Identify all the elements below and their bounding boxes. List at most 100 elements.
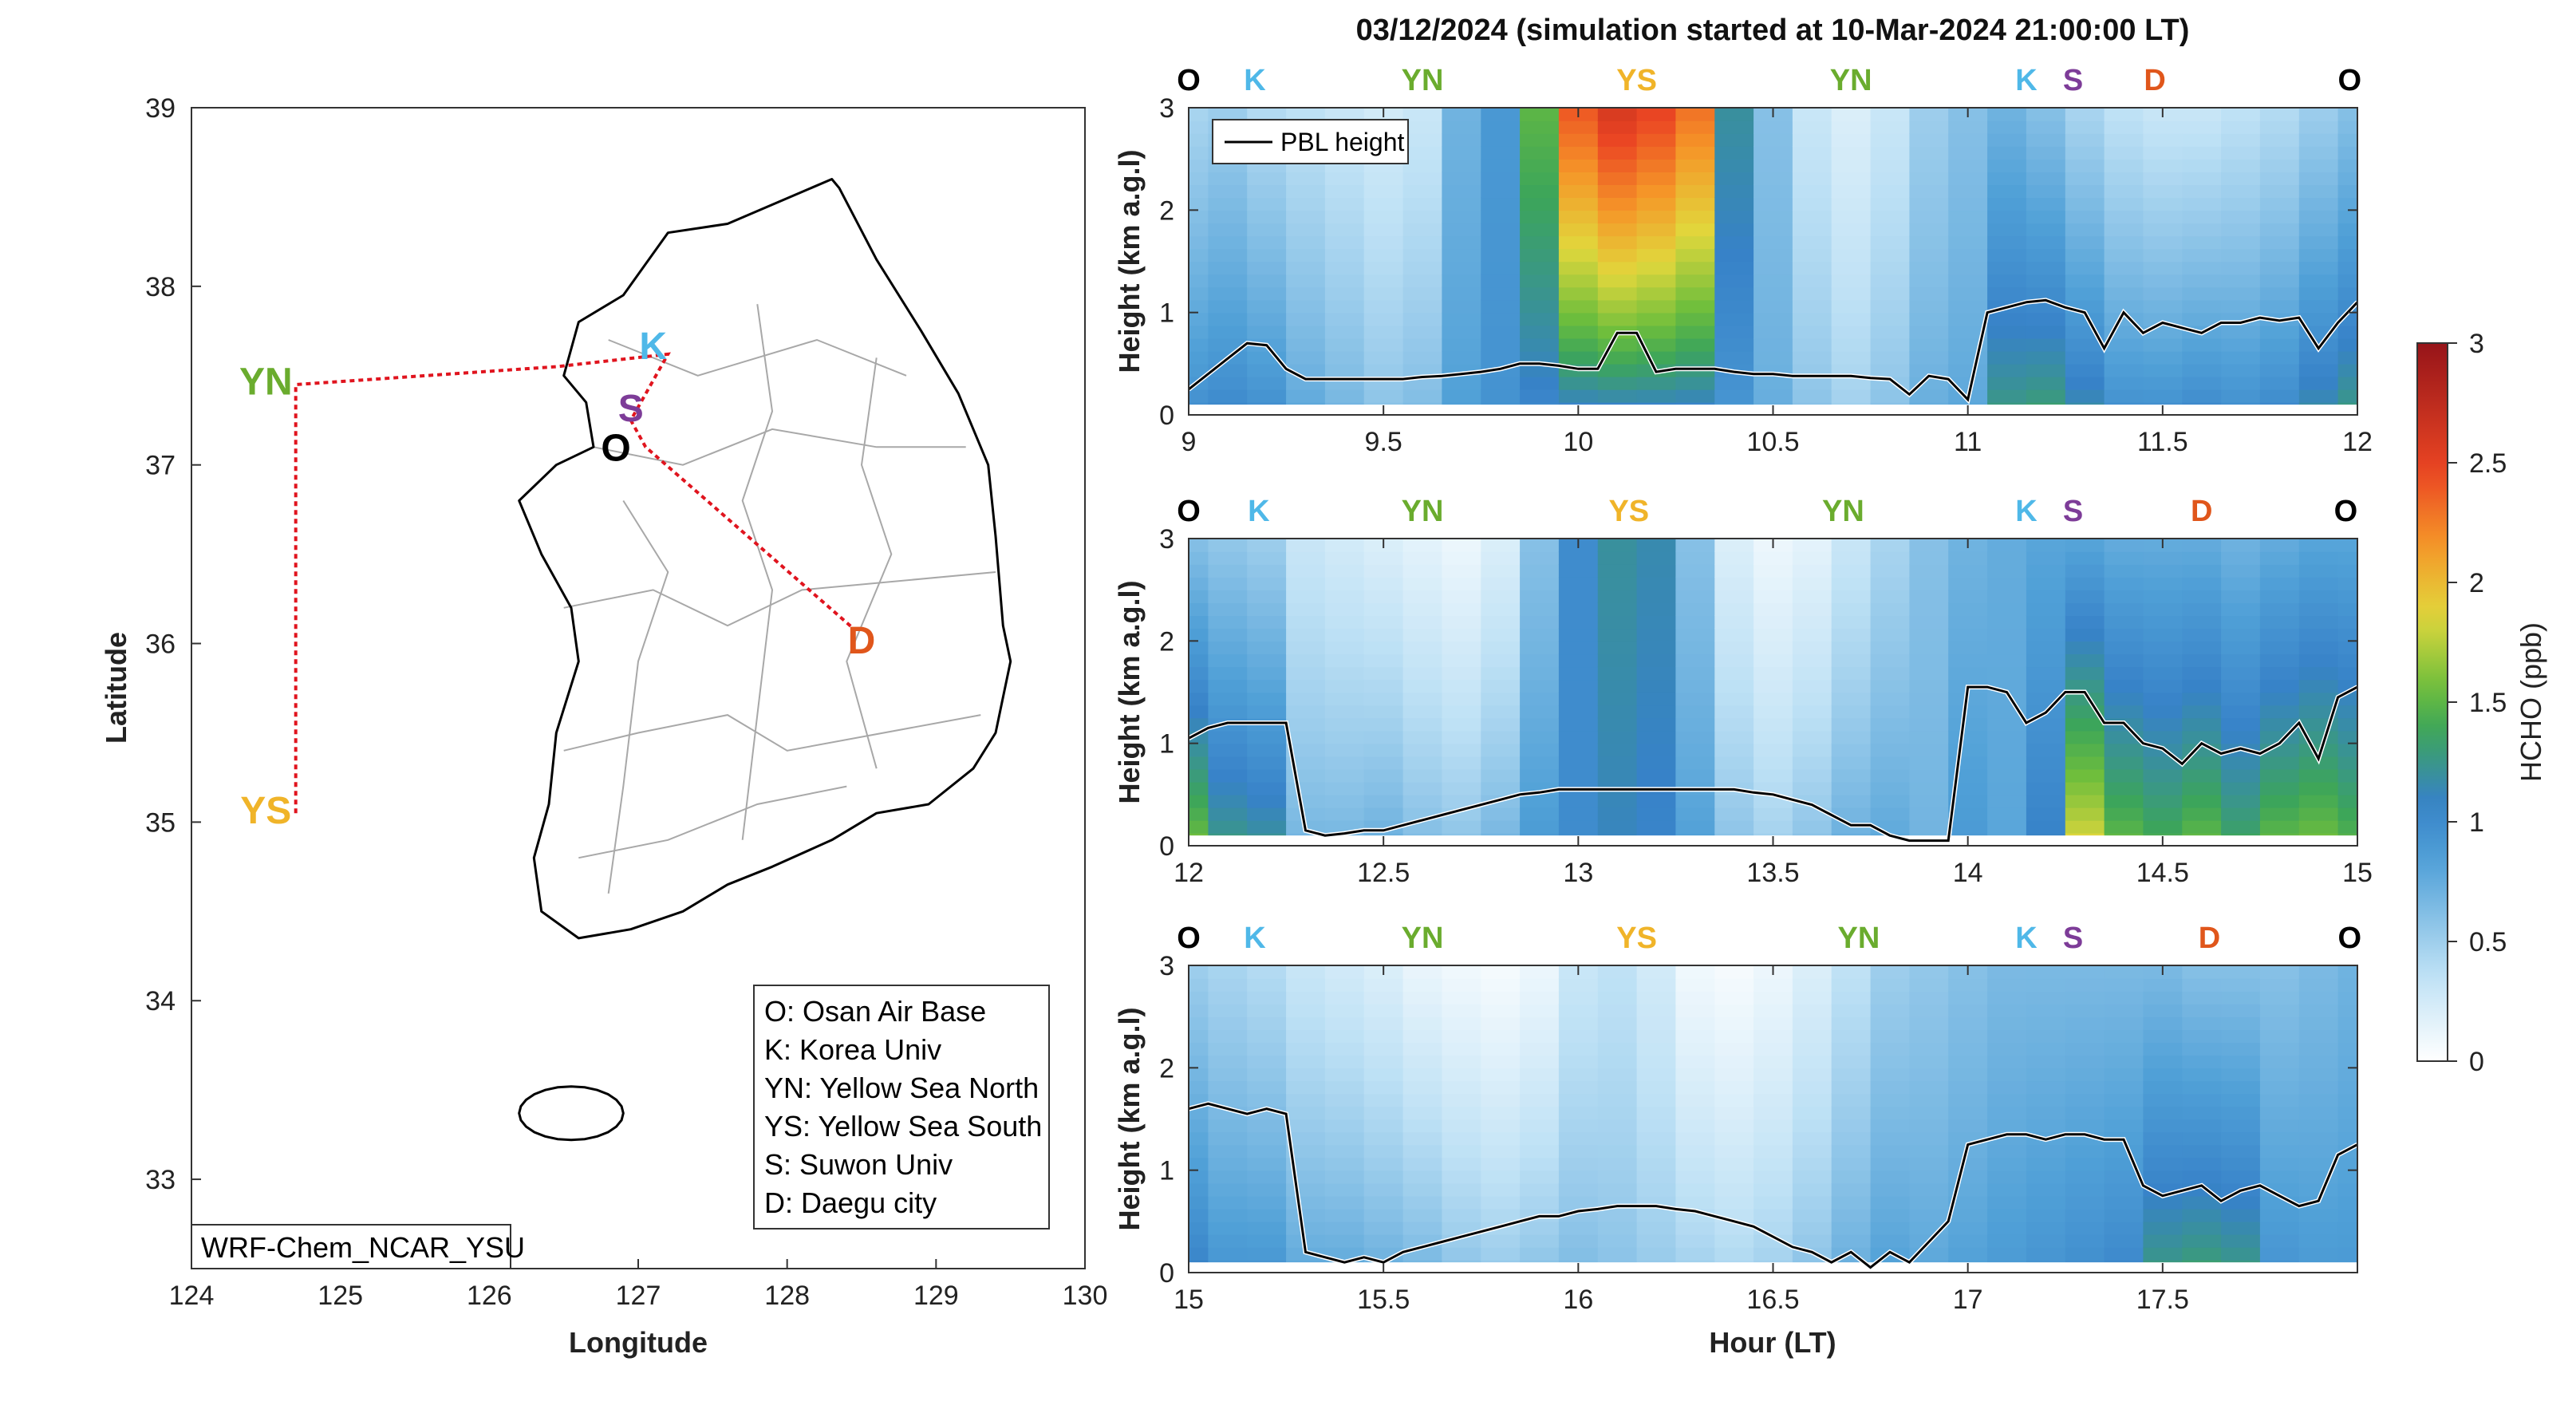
hcho-cell <box>2259 1208 2300 1222</box>
hcho-cell <box>1948 235 1988 250</box>
hcho-cell <box>1792 564 1832 578</box>
hcho-cell <box>1870 577 1911 590</box>
hcho-cell <box>2026 666 2066 681</box>
hcho-cell <box>1987 819 2027 834</box>
hcho-cell <box>1402 615 1443 630</box>
hcho-cell <box>2143 1144 2183 1158</box>
hcho-cell <box>1597 743 1638 757</box>
hcho-cell <box>1870 197 1911 211</box>
hcho-cell <box>2065 197 2105 211</box>
hcho-cell <box>1675 1182 1715 1197</box>
hcho-cell <box>2337 184 2357 199</box>
hcho-cell <box>2221 159 2261 172</box>
hcho-cell <box>2143 389 2183 403</box>
hcho-cell <box>1909 1131 1949 1146</box>
hcho-cell <box>1286 1080 1326 1095</box>
curtain-site-d: D <box>2199 922 2220 955</box>
hcho-cell <box>2065 1042 2105 1056</box>
hcho-cell <box>1831 1106 1872 1120</box>
hcho-cell <box>1402 235 1443 250</box>
hcho-cell <box>2298 120 2339 134</box>
hcho-cell <box>1714 1144 1754 1158</box>
map-y-tick-label: 33 <box>145 1165 176 1195</box>
hcho-cell <box>1831 172 1872 185</box>
hcho-cell <box>2143 312 2183 326</box>
hcho-cell <box>1870 1042 1911 1056</box>
hcho-cell <box>2026 363 2066 377</box>
hcho-cell <box>1363 223 1404 237</box>
hcho-cell <box>1520 223 1560 237</box>
hcho-cell <box>2298 1004 2339 1017</box>
hcho-cell <box>1402 337 1443 352</box>
hcho-cell <box>1636 978 1677 992</box>
hcho-cell <box>2337 286 2357 301</box>
hcho-cell <box>2337 325 2357 339</box>
hcho-cell <box>1831 615 1872 630</box>
hcho-cell <box>2065 1246 2105 1261</box>
hcho-cell <box>1247 653 1287 668</box>
hcho-cell <box>2065 1157 2105 1171</box>
hcho-cell <box>2026 1080 2066 1095</box>
hcho-cell <box>1558 325 1599 339</box>
hcho-cell <box>2182 261 2222 275</box>
hcho-cell <box>2337 235 2357 250</box>
hcho-cell <box>1286 1004 1326 1017</box>
hcho-cell <box>1402 363 1443 377</box>
hcho-cell <box>1675 325 1715 339</box>
hcho-cell <box>1481 615 1521 630</box>
hcho-cell <box>2026 730 2066 744</box>
hcho-cell <box>1247 286 1287 301</box>
hcho-cell <box>2026 807 2066 821</box>
hcho-cell <box>2065 350 2105 365</box>
hcho-cell <box>1247 299 1287 314</box>
hcho-cell <box>1558 679 1599 693</box>
hcho-cell <box>2104 756 2144 770</box>
hcho-cell <box>1189 1029 1209 1043</box>
hcho-cell <box>2104 1068 2144 1082</box>
hcho-cell <box>2182 653 2222 668</box>
hcho-cell <box>1987 261 2027 275</box>
hcho-cell <box>1247 363 1287 377</box>
pbl-legend-label: PBL height <box>1280 128 1404 156</box>
hcho-cell <box>1987 628 2027 642</box>
hcho-cell <box>1948 363 1988 377</box>
hcho-cell <box>2065 210 2105 224</box>
hcho-cell <box>1286 679 1326 693</box>
hcho-cell <box>1753 692 1793 706</box>
hcho-cell <box>1870 1195 1911 1210</box>
hcho-cell <box>1597 1221 1638 1235</box>
hcho-cell <box>1286 1221 1326 1235</box>
hcho-cell <box>1402 965 1443 979</box>
hcho-cell <box>1636 299 1677 314</box>
hcho-cell <box>1558 1068 1599 1082</box>
hcho-cell <box>1558 641 1599 655</box>
hcho-cell <box>1753 641 1793 655</box>
hcho-cell <box>1189 602 1209 616</box>
hcho-cell <box>2104 1042 2144 1056</box>
hcho-cell <box>1831 197 1872 211</box>
map-legend-box: O: Osan Air Base K: Korea Univ YN: Yello… <box>753 985 1050 1230</box>
hcho-cell <box>1363 730 1404 744</box>
hcho-cell <box>2221 350 2261 365</box>
x-tick-label: 11.5 <box>2137 427 2188 457</box>
hcho-cell <box>1753 564 1793 578</box>
hcho-cell <box>1247 1246 1287 1261</box>
hcho-cell <box>1558 350 1599 365</box>
hcho-cell <box>2065 223 2105 237</box>
hcho-cell <box>2026 590 2066 603</box>
hcho-cell <box>1247 1233 1287 1248</box>
hcho-cell <box>1909 602 1949 616</box>
x-tick-label: 10.5 <box>1746 427 1799 457</box>
hcho-cell <box>1987 108 2027 121</box>
hcho-cell <box>2065 1029 2105 1043</box>
hcho-cell <box>2337 337 2357 352</box>
y-tick-label: 0 <box>1159 831 1174 862</box>
hcho-cell <box>2065 1080 2105 1095</box>
hcho-cell <box>1987 184 2027 199</box>
hcho-cell <box>1792 602 1832 616</box>
hcho-cell <box>2182 133 2222 147</box>
hcho-cell <box>1675 1144 1715 1158</box>
hcho-cell <box>2182 210 2222 224</box>
hcho-cell <box>1792 577 1832 590</box>
hcho-cell <box>2221 768 2261 783</box>
